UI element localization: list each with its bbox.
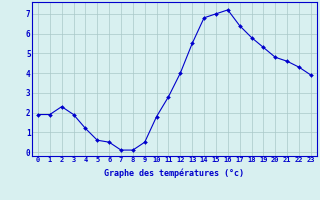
X-axis label: Graphe des températures (°c): Graphe des températures (°c) (104, 169, 244, 178)
